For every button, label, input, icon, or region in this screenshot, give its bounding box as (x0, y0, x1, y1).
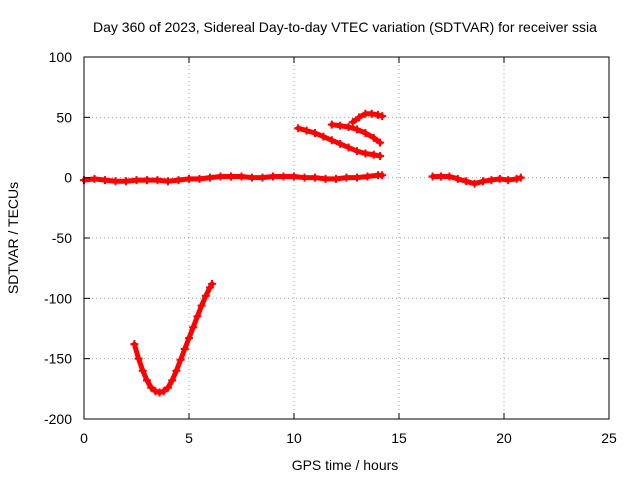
plot-frame (83, 56, 610, 420)
x-tick-label: 25 (601, 430, 617, 446)
series-short-peak (348, 109, 387, 127)
series-rising-arc-mid (327, 120, 385, 147)
y-tick-label: 50 (56, 109, 72, 125)
tick-labels: 0 5 10 15 20 25 -200 -150 -100 -50 0 50 100 (44, 49, 617, 446)
series-rising-arc-upper (294, 124, 385, 160)
y-tick-label: -50 (52, 230, 72, 246)
data-point (376, 138, 385, 147)
data-point (378, 171, 387, 180)
series-baseline-late (428, 172, 525, 188)
x-axis-label: GPS time / hours (292, 457, 399, 473)
y-tick-label: -150 (44, 351, 72, 367)
y-axis-label: SDTVAR / TECUs (5, 182, 21, 294)
x-tick-label: 15 (391, 430, 407, 446)
series-dip-arc (130, 279, 217, 397)
x-tick-label: 5 (185, 430, 193, 446)
x-tick-label: 20 (496, 430, 512, 446)
y-tick-label: 0 (64, 170, 72, 186)
ticks (83, 56, 610, 420)
y-tick-label: 100 (49, 49, 73, 65)
series-baseline-early (80, 171, 387, 186)
data-point (208, 279, 217, 288)
data-point (378, 112, 387, 121)
grid (84, 57, 609, 419)
x-tick-label: 0 (80, 430, 88, 446)
chart-title: Day 360 of 2023, Sidereal Day-to-day VTE… (93, 19, 597, 35)
series-points (80, 109, 525, 397)
data-point (376, 151, 385, 160)
y-tick-label: -200 (44, 411, 72, 427)
y-tick-label: -100 (44, 290, 72, 306)
x-tick-label: 10 (286, 430, 302, 446)
data-point (516, 173, 525, 182)
